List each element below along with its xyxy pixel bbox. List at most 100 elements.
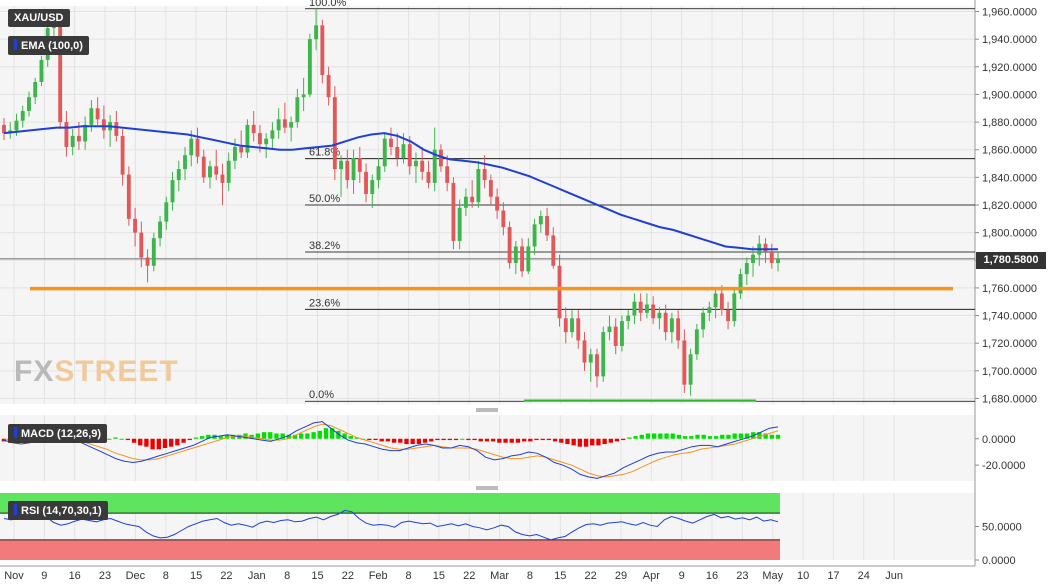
macd-histogram-bar (645, 433, 651, 439)
macd-histogram-bar (757, 432, 762, 439)
candle-bull (33, 82, 38, 98)
candle-bear (239, 146, 244, 153)
candle-bull (570, 318, 574, 333)
candle-bear (638, 301, 643, 313)
candle-bull (270, 130, 275, 139)
symbol-label: XAU/USD (8, 9, 70, 27)
rsi-overbought-zone (0, 493, 780, 514)
fib-level-label: 0.0% (309, 389, 334, 401)
candle-bull (370, 180, 375, 194)
candle-bear (195, 138, 200, 157)
macd-histogram-bar (175, 438, 180, 446)
fxstreet-logo: FXSTREET (14, 355, 179, 388)
macd-histogram-bar (367, 438, 372, 441)
candle-bull (351, 158, 356, 181)
macd-histogram-bar (534, 438, 539, 441)
macd-histogram-bar (218, 436, 223, 439)
macd-histogram-bar (224, 434, 230, 439)
x-tick-label: May (762, 570, 783, 582)
macd-histogram-bar (503, 438, 508, 443)
y-tick-label: 1,880.0000 (982, 117, 1037, 129)
candle-bear (576, 318, 581, 341)
candle-bull (538, 216, 543, 225)
macd-histogram-bar (410, 438, 415, 445)
candle-bull (164, 202, 169, 222)
candle-bull (314, 25, 319, 40)
candle-bear (201, 156, 206, 178)
x-tick-label: 15 (554, 570, 566, 582)
macd-histogram-bar (441, 438, 446, 441)
macd-histogram-bar (701, 434, 706, 439)
ema-legend[interactable]: EMA (100,0) (8, 36, 89, 55)
macd-legend-label: MACD (12,26,9) (21, 428, 102, 440)
fib-level-label: 50.0% (309, 193, 340, 205)
x-tick-label: Feb (369, 570, 388, 582)
candle-bear (282, 119, 287, 128)
candle-bull (632, 301, 637, 316)
candle-bear (663, 312, 668, 333)
candle-bear (357, 158, 362, 172)
macd-histogram-bar (181, 438, 186, 443)
y-tick-label: 1,860.0000 (982, 145, 1037, 157)
macd-histogram-bar (713, 436, 719, 439)
macd-histogram-bar (199, 436, 205, 439)
macd-histogram-bar (627, 437, 632, 439)
candle-bear (395, 146, 400, 159)
macd-histogram-bar (268, 432, 273, 439)
x-tick-label: 16 (69, 570, 81, 582)
candle-bear (595, 354, 599, 377)
y-tick-label: 1,840.0000 (982, 172, 1037, 184)
candle-bull (264, 138, 269, 145)
candle-bear (769, 251, 774, 264)
candle-bear (451, 182, 456, 241)
candle-bear (676, 318, 681, 341)
macd-pane-background (0, 415, 975, 481)
macd-histogram-bar (639, 434, 644, 439)
macd-histogram-bar (509, 438, 514, 443)
macd-histogram-bar (119, 438, 124, 440)
candle-bull (307, 39, 312, 95)
macd-histogram-bar (546, 438, 552, 441)
candle-bull (669, 318, 674, 333)
rsi-line (3, 509, 779, 541)
candle-bull (245, 124, 250, 153)
candle-bear (58, 25, 63, 123)
candle-bull (776, 258, 780, 264)
macd-histogram-bar (769, 434, 774, 439)
rsi-y-tick-label: 50.0000 (982, 522, 1022, 534)
candle-bull (158, 221, 162, 239)
macd-histogram-bar (156, 438, 161, 450)
macd-histogram-bar (311, 432, 316, 439)
candle-bull (339, 160, 343, 170)
candle-bear (557, 265, 562, 319)
macd-histogram-bar (286, 434, 291, 439)
rsi-legend-label: RSI (14,70,30,1) (21, 505, 102, 517)
candle-bear (320, 25, 325, 76)
macd-histogram-bar (274, 433, 279, 439)
x-tick-label: 23 (736, 570, 748, 582)
macd-legend[interactable]: MACD (12,26,9) (8, 424, 108, 443)
x-tick-label: 29 (615, 570, 627, 582)
candle-bear (495, 196, 500, 211)
candle-bear (326, 75, 331, 98)
candle-bear (507, 227, 512, 264)
rsi-legend[interactable]: RSI (14,70,30,1) (8, 501, 108, 520)
macd-histogram-bar (342, 433, 347, 439)
macd-histogram-bar (385, 438, 391, 442)
candle-bull (694, 329, 699, 355)
macd-histogram-bar (521, 438, 527, 442)
x-tick-label: Dec (126, 570, 146, 582)
macd-histogram-bar (323, 428, 329, 439)
candle-bear (682, 340, 687, 385)
candle-bull (476, 169, 481, 203)
rsi-swatch (14, 504, 17, 515)
candle-bull (738, 274, 743, 294)
macd-histogram-bar (292, 434, 298, 439)
macd-histogram-bar (695, 434, 700, 439)
macd-histogram-bar (552, 438, 558, 442)
candle-bear (719, 293, 724, 311)
candle-bull (189, 138, 194, 156)
x-tick-label: 10 (797, 570, 809, 582)
candle-bull (295, 97, 300, 123)
